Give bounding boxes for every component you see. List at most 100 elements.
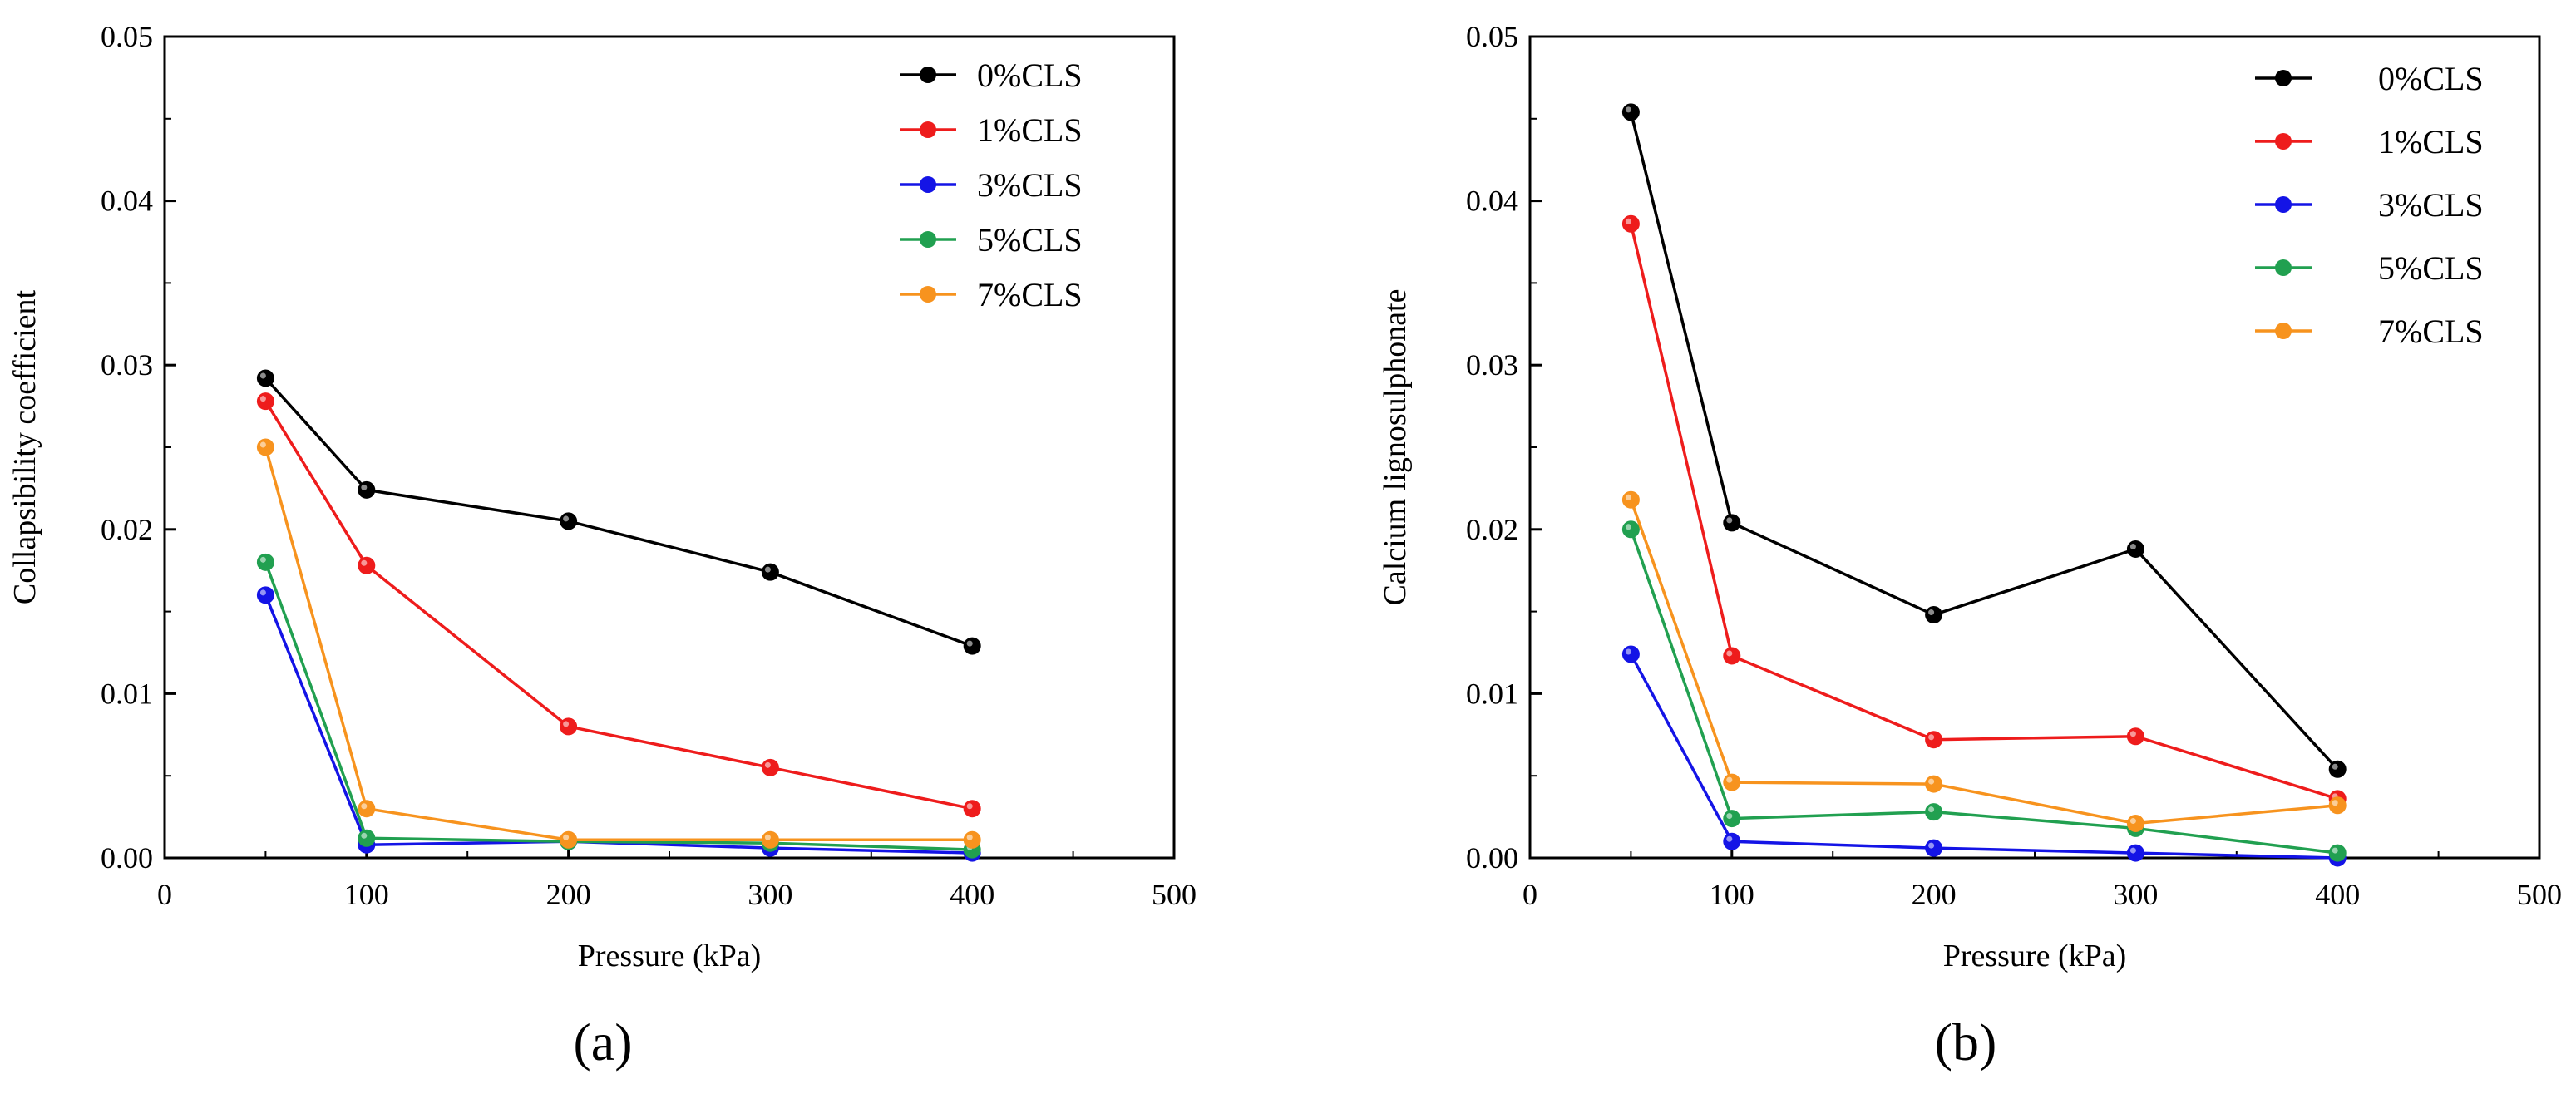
chart-a-point-highlight: [259, 396, 266, 402]
chart-a-point-highlight: [259, 556, 266, 563]
chart-a-legend-label-0pctcls: 0%CLS: [977, 57, 1083, 94]
chart-a-point-highlight: [361, 803, 368, 810]
chart-a: 0 100 200 300 400 500 0.00 0.01 0.02 0.03 0.04 0.05…: [7, 20, 1197, 1072]
chart-b-point-0pctcls: [1723, 514, 1741, 532]
chart-b-point-highlight: [1625, 524, 1631, 530]
chart-a-point-highlight: [966, 803, 973, 810]
chart-b-point-3pctcls: [1621, 645, 1640, 663]
chart-b-legend-marker-3pctcls: [2275, 196, 2292, 213]
chart-b-point-highlight: [2332, 800, 2338, 806]
chart-b-legend-label-1pctcls: 1%CLS: [2378, 123, 2484, 160]
chart-b-point-highlight: [1625, 648, 1631, 655]
chart-b-legend-marker-5pctcls: [2275, 259, 2292, 276]
chart-b-line-5pctcls: [1629, 529, 2338, 855]
chart-a-series-0pctcls: [256, 369, 981, 655]
chart-a-legend-marker-0pctcls: [920, 67, 936, 83]
chart-b-point-highlight: [2129, 847, 2136, 854]
chart-a-legend-marker-3pctcls: [920, 176, 936, 193]
chart-a-xtick-label: 200: [546, 878, 591, 911]
chart-b-point-1pctcls: [2126, 727, 2144, 746]
chart-b-point-5pctcls: [1925, 803, 1943, 821]
chart-b-point-highlight: [1625, 218, 1631, 224]
chart-b-legend-marker-7pctcls: [2275, 323, 2292, 339]
chart-b-xtick-label: 0: [1522, 878, 1537, 911]
chart-b-legend: 0%CLS 1%CLS 3%CLS 5%CLS 7%CLS: [2255, 60, 2484, 350]
chart-a-point-0pctcls: [761, 563, 779, 581]
chart-b-point-highlight: [2332, 763, 2338, 770]
chart-a-xtick-label: 300: [748, 878, 792, 911]
chart-b-point-5pctcls: [1621, 520, 1640, 539]
chart-b-point-highlight: [1726, 517, 1733, 524]
chart-a-point-highlight: [764, 834, 771, 840]
chart-b-point-highlight: [2129, 731, 2136, 737]
chart-a-point-highlight: [361, 484, 368, 490]
chart-a-point-highlight: [259, 372, 266, 379]
chart-a-point-5pctcls: [256, 553, 274, 571]
chart-a-point-5pctcls: [358, 829, 376, 847]
chart-b-y-axis-label: Calcium lignosulphonate: [1378, 288, 1413, 605]
chart-b-ytick-label: 0.01: [1466, 677, 1518, 710]
chart-a-point-7pctcls: [761, 830, 779, 849]
chart-a-y-axis-label: Collapsibility coefficient: [7, 289, 42, 604]
chart-b-point-3pctcls: [2126, 844, 2144, 862]
chart-a-point-1pctcls: [761, 758, 779, 776]
chart-a-legend-marker-1pctcls: [920, 121, 936, 138]
chart-a-point-highlight: [259, 589, 266, 596]
chart-a-legend-marker-7pctcls: [920, 286, 936, 303]
chart-b-xtick-label: 300: [2113, 878, 2158, 911]
chart-a-xtick-label: 0: [157, 878, 172, 911]
chart-b: 0 100 200 300 400 500 0.00 0.01 0.02 0.03 0.04 0.05…: [1378, 20, 2562, 1072]
chart-a-point-highlight: [361, 832, 368, 839]
chart-b-point-1pctcls: [1723, 647, 1741, 665]
chart-b-point-7pctcls: [1621, 490, 1640, 509]
chart-b-series-1pctcls: [1621, 214, 2347, 808]
chart-a-point-1pctcls: [256, 392, 274, 411]
chart-b-point-highlight: [1726, 835, 1733, 842]
chart-b-xtick-label: 200: [1912, 878, 1957, 911]
chart-a-ytick-label: 0.05: [101, 20, 153, 53]
chart-b-series-7pctcls: [1621, 490, 2347, 833]
chart-b-point-highlight: [1625, 494, 1631, 500]
chart-a-xtick-label: 500: [1152, 878, 1197, 911]
chart-b-point-0pctcls: [2126, 540, 2144, 559]
chart-a-point-highlight: [259, 441, 266, 448]
chart-b-point-0pctcls: [1621, 103, 1640, 121]
chart-a-series-1pctcls: [256, 392, 981, 818]
chart-a-point-7pctcls: [560, 830, 578, 849]
chart-a-legend-marker-5pctcls: [920, 231, 936, 248]
chart-b-legend-label-3pctcls: 3%CLS: [2378, 186, 2484, 224]
chart-a-series-7pctcls: [256, 438, 981, 849]
chart-a-point-highlight: [563, 834, 570, 840]
chart-b-point-0pctcls: [2328, 760, 2347, 778]
chart-a-point-highlight: [764, 761, 771, 768]
chart-b-ytick-label: 0.05: [1466, 20, 1518, 53]
chart-b-point-highlight: [1928, 842, 1935, 849]
chart-a-point-1pctcls: [358, 556, 376, 574]
chart-a-point-1pctcls: [963, 800, 981, 818]
chart-a-legend-label-5pctcls: 5%CLS: [977, 221, 1083, 259]
chart-b-point-highlight: [1625, 106, 1631, 113]
chart-a-point-0pctcls: [358, 480, 376, 499]
chart-b-point-5pctcls: [2328, 844, 2347, 862]
chart-b-x-axis-label: Pressure (kPa): [1943, 939, 2127, 973]
chart-b-point-5pctcls: [1723, 810, 1741, 828]
chart-b-legend-label-0pctcls: 0%CLS: [2378, 60, 2484, 97]
chart-a-point-highlight: [764, 566, 771, 573]
chart-b-ytick-label: 0.02: [1466, 513, 1518, 546]
chart-a-point-0pctcls: [256, 369, 274, 387]
chart-a-legend: 0%CLS 1%CLS 3%CLS 5%CLS 7%CLS: [900, 57, 1083, 313]
chart-a-point-highlight: [966, 640, 973, 647]
chart-a-series-3pctcls: [256, 586, 981, 862]
chart-a-point-0pctcls: [963, 637, 981, 655]
chart-b-legend-label-7pctcls: 7%CLS: [2378, 313, 2484, 350]
chart-a-xtick-label: 400: [950, 878, 994, 911]
chart-b-point-7pctcls: [2328, 796, 2347, 815]
chart-b-point-highlight: [1928, 734, 1935, 741]
chart-b-point-1pctcls: [1925, 731, 1943, 749]
chart-b-ytick-label: 0.00: [1466, 841, 1518, 875]
chart-b-point-highlight: [2332, 847, 2338, 854]
chart-a-legend-label-7pctcls: 7%CLS: [977, 276, 1083, 313]
chart-a-legend-label-3pctcls: 3%CLS: [977, 166, 1083, 204]
chart-b-line-3pctcls: [1629, 653, 2338, 860]
chart-a-ytick-label: 0.01: [101, 677, 153, 710]
